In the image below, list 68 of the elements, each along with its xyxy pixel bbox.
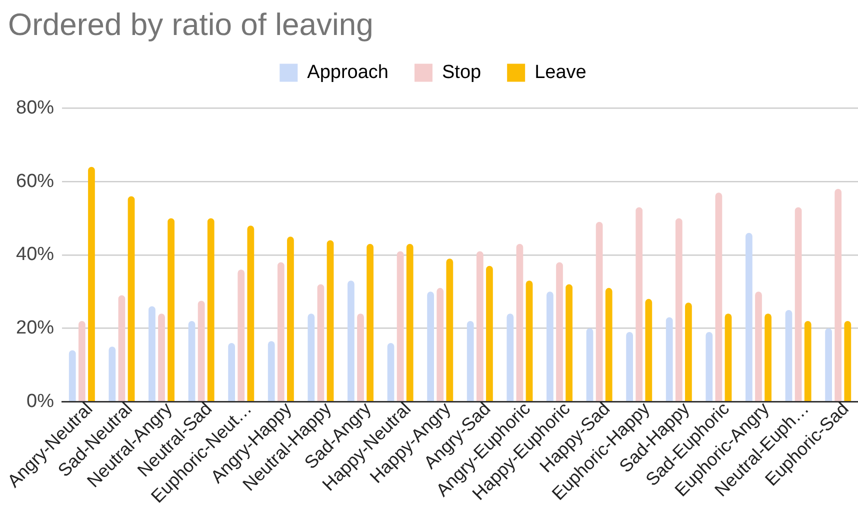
bar [108, 346, 116, 402]
bar [238, 270, 245, 402]
y-tick-label: 80% [16, 97, 54, 118]
bar [605, 288, 612, 402]
bar [506, 314, 514, 402]
bar [287, 236, 294, 402]
bar [566, 284, 572, 402]
bar [188, 320, 196, 402]
bar [68, 350, 76, 402]
bar [476, 251, 484, 402]
bar [844, 320, 852, 402]
bar [785, 310, 792, 402]
bar [158, 314, 165, 402]
bar [148, 306, 156, 402]
bar [746, 232, 752, 402]
bar [366, 244, 374, 402]
bar [387, 342, 394, 402]
bar [636, 207, 643, 402]
bar [247, 226, 254, 402]
y-tick-label: 20% [16, 318, 54, 339]
bar [666, 317, 673, 402]
bar [427, 292, 434, 402]
bar [168, 218, 175, 402]
bar [834, 188, 842, 402]
bar [128, 196, 135, 402]
bar [526, 280, 533, 402]
bar [706, 332, 713, 402]
bar [685, 302, 692, 402]
bar [88, 166, 95, 402]
bar [118, 295, 126, 402]
bar [804, 320, 812, 402]
bar [724, 314, 732, 402]
bar [446, 258, 454, 402]
legend-label: Leave [534, 62, 586, 83]
bar [516, 244, 524, 402]
bar [764, 314, 772, 402]
bar [825, 328, 832, 402]
y-tick-label: 60% [16, 170, 54, 192]
bar [645, 298, 652, 402]
bar [596, 222, 603, 402]
bar [546, 292, 554, 402]
bar [794, 207, 802, 402]
bar [308, 314, 315, 402]
bar [755, 292, 762, 402]
bar [556, 262, 563, 402]
bar [436, 288, 444, 402]
bar [466, 320, 474, 402]
bar [626, 332, 633, 402]
legend-label: Stop [442, 62, 482, 83]
bar [348, 280, 354, 402]
bar [326, 240, 334, 402]
bar [78, 320, 86, 402]
bar [715, 192, 722, 402]
y-tick-label: 40% [16, 244, 54, 266]
bar [675, 218, 682, 402]
bar [277, 262, 284, 402]
bar [198, 300, 205, 402]
bar [317, 284, 324, 402]
bar [586, 328, 594, 402]
bar [406, 244, 414, 402]
legend-label: Approach [307, 62, 388, 83]
chart-title: Ordered by ratio of leaving [8, 7, 374, 42]
bar [228, 342, 236, 402]
bar [357, 314, 364, 402]
bar [486, 266, 493, 402]
bar [396, 251, 404, 402]
bar [207, 218, 214, 402]
bar [268, 341, 275, 402]
